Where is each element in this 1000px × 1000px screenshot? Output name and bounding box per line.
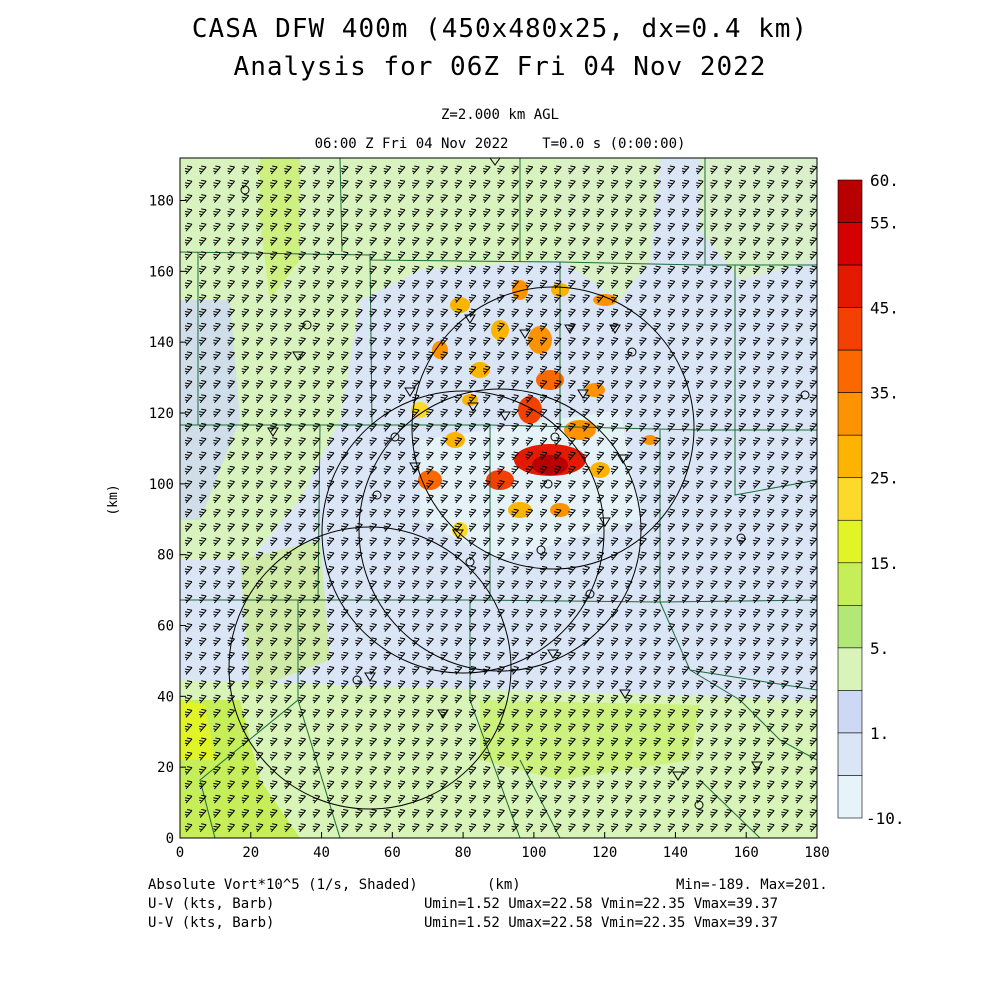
colorbar-segment [837,307,863,351]
y-axis-label: (km) [106,484,121,515]
barb-field-label-2: U-V (kts, Barb) [148,915,275,931]
y-tick-label: 120 [149,406,174,422]
colorbar-label: 55. [870,214,899,233]
level-label: Z=2.000 km AGL [440,107,559,123]
colorbar-segment [837,562,863,606]
colorbar-segment [837,647,863,691]
y-tick-label: 180 [149,194,174,210]
barb-stats-1: Umin=1.52 Umax=22.58 Vmin=22.35 Vmax=39.… [424,896,779,912]
colorbar-segment [837,690,863,734]
colorbar-label: -10. [866,809,905,828]
colorbar-label: 35. [870,384,899,403]
x-tick-label: 40 [313,845,330,861]
x-tick-label: 0 [176,845,184,861]
x-tick-label: 160 [734,845,759,861]
y-tick-label: 40 [157,689,174,705]
barb-stats-2: Umin=1.52 Umax=22.58 Vmin=22.35 Vmax=39.… [424,915,779,931]
colorbar-segment [837,222,863,266]
x-tick-label: 20 [242,845,259,861]
x-tick-label: 80 [455,845,472,861]
x-tick-label: 120 [592,845,617,861]
plot-frame [179,157,818,839]
plot-subtitle: Analysis for 06Z Fri 04 Nov 2022 [233,52,767,82]
colorbar-label: 60. [870,171,899,190]
x-tick-labels: 0 20 40 60 80 100 120 140 160 180 [176,845,830,861]
x-tick-label: 100 [521,845,546,861]
x-tick-label: 60 [384,845,401,861]
colorbar-label: 25. [870,469,899,488]
colorbar-label: 5. [870,639,889,658]
y-tick-label: 80 [157,548,174,564]
x-tick-label: 140 [663,845,688,861]
x-tick-label: 180 [804,845,829,861]
colorbar-label: 1. [870,724,889,743]
barb-field-label-1: U-V (kts, Barb) [148,896,275,912]
min-max-label: Min=-189. Max=201. [676,877,828,893]
axis-ticks [179,200,818,839]
y-tick-label: 100 [149,477,174,493]
colorbar-segment [837,519,863,564]
shaded-field-label: Absolute Vort*10^5 (1/s, Shaded) [148,877,418,893]
colorbar-segment [837,179,863,223]
wind-barbs [184,165,817,833]
y-tick-label: 160 [149,264,174,280]
station-markers [240,158,810,810]
y-tick-labels: 0 20 40 60 80 100 120 140 160 180 [149,194,174,848]
colorbar-segment [837,605,863,649]
colorbar-segment [837,434,863,479]
y-tick-label: 140 [149,335,174,351]
colorbar-segment [837,477,863,521]
y-tick-label: 60 [157,619,174,635]
plot-title: CASA DFW 400m (450x480x25, dx=0.4 km) [191,14,809,44]
colorbar-segment [837,775,863,819]
wind-barb-grid [184,165,817,833]
colorbar-label: 15. [870,554,899,573]
colorbar-segment [837,264,863,308]
y-tick-label: 20 [157,760,174,776]
colorbar [837,179,863,819]
colorbar-label: 45. [870,299,899,318]
x-axis-label: (km) [487,877,521,893]
colorbar-segment [837,732,863,776]
y-tick-label: 0 [166,831,174,847]
vorticity-field [180,158,817,838]
colorbar-segment [837,349,863,393]
county-boundaries [180,158,817,838]
colorbar-segment [837,392,863,436]
colorbar-labels: 60. 55. 45. 35. 25. 15. 5. 1. -10. [866,171,905,828]
time-label: 06:00 Z Fri 04 Nov 2022 T=0.0 s (0:00:00… [314,136,686,152]
radar-range-rings [228,286,695,810]
